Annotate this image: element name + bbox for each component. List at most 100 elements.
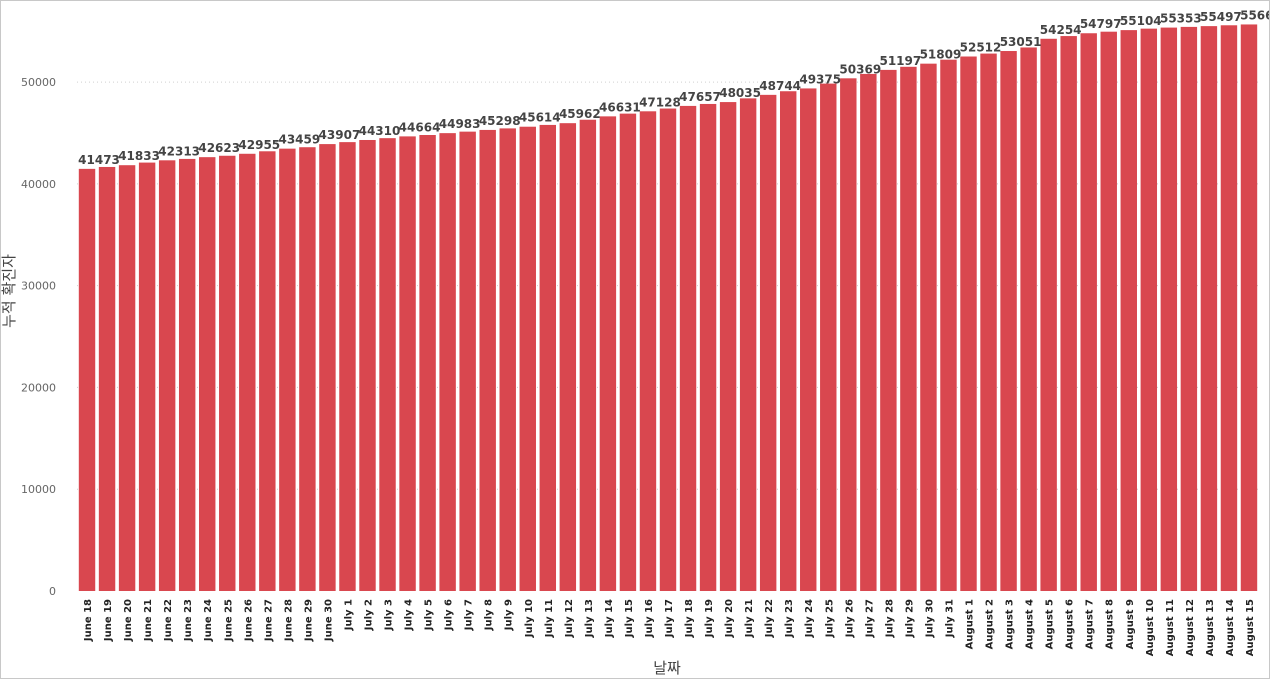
data-label: 44310 xyxy=(359,124,401,138)
bar xyxy=(239,153,256,591)
bar xyxy=(820,83,837,592)
y-tick-label: 40000 xyxy=(21,178,56,191)
x-tick-label: July 30 xyxy=(924,599,935,638)
bar xyxy=(579,119,597,591)
x-tick-label: August 9 xyxy=(1125,599,1136,649)
x-tick-label: June 19 xyxy=(103,599,114,642)
bar xyxy=(679,105,697,591)
x-tick-label: June 23 xyxy=(183,599,194,642)
x-tick-label: June 28 xyxy=(283,599,294,642)
data-label: 51197 xyxy=(879,54,921,68)
y-axis-ticks: 0 10000 20000 30000 40000 50000 xyxy=(21,76,56,598)
data-label: 55104 xyxy=(1120,14,1162,28)
x-tick-label: June 21 xyxy=(143,599,154,642)
data-label: 49375 xyxy=(799,72,841,86)
bar xyxy=(359,139,376,592)
x-tick-label: July 20 xyxy=(724,599,735,638)
x-tick-label: June 18 xyxy=(83,599,94,642)
bar xyxy=(1200,26,1218,592)
bar xyxy=(599,116,617,591)
x-tick-label: July 23 xyxy=(784,599,795,638)
x-tick-label: August 12 xyxy=(1185,599,1196,656)
bar xyxy=(1120,30,1137,592)
x-tick-label: August 7 xyxy=(1085,599,1096,649)
x-tick-label: July 7 xyxy=(464,599,475,631)
x-tick-label: August 13 xyxy=(1205,599,1216,656)
y-tick-label: 0 xyxy=(49,585,56,598)
bar xyxy=(1180,26,1198,592)
x-tick-label: August 14 xyxy=(1225,599,1236,656)
data-label: 55497 xyxy=(1200,10,1242,24)
x-tick-label: July 19 xyxy=(704,599,715,638)
x-tick-label: July 18 xyxy=(684,599,695,638)
x-tick-label: July 21 xyxy=(744,599,755,638)
data-label: 48744 xyxy=(759,79,801,93)
bar xyxy=(1100,31,1117,591)
bar xyxy=(279,148,296,591)
bar xyxy=(1020,47,1037,591)
data-label: 45614 xyxy=(519,111,561,125)
bar xyxy=(940,59,957,591)
bar xyxy=(840,78,857,591)
bar xyxy=(739,98,757,591)
x-tick-label: July 14 xyxy=(604,599,615,638)
x-tick-label: August 2 xyxy=(985,599,996,649)
y-tick-label: 30000 xyxy=(21,280,56,293)
x-tick-label: August 10 xyxy=(1145,599,1156,656)
data-label: 54797 xyxy=(1080,17,1122,31)
bar xyxy=(980,53,997,592)
data-label: 53051 xyxy=(1000,35,1042,49)
bar xyxy=(699,103,717,592)
x-tick-label: July 9 xyxy=(504,599,515,631)
bar xyxy=(779,91,797,591)
x-tick-label: June 22 xyxy=(163,599,174,642)
bar xyxy=(1240,24,1258,591)
x-tick-label: August 6 xyxy=(1065,599,1076,649)
y-tick-label: 50000 xyxy=(21,76,56,89)
data-label: 45298 xyxy=(479,114,521,128)
x-tick-label: July 26 xyxy=(844,599,855,638)
bar xyxy=(138,162,156,591)
bar xyxy=(1160,27,1178,592)
x-tick-label: July 8 xyxy=(484,599,495,631)
bar xyxy=(1060,36,1077,592)
x-tick-label: June 20 xyxy=(123,599,134,642)
x-tick-label: June 25 xyxy=(223,599,234,642)
x-tick-label: July 22 xyxy=(764,599,775,638)
x-tick-label: August 15 xyxy=(1245,599,1256,656)
y-tick-label: 20000 xyxy=(21,381,56,394)
x-axis-title: 날짜 xyxy=(653,659,681,677)
bar xyxy=(1220,25,1238,591)
bar xyxy=(639,111,657,591)
x-tick-label: July 1 xyxy=(343,599,354,631)
x-tick-label: June 24 xyxy=(203,599,214,642)
x-tick-label: July 6 xyxy=(444,599,455,631)
bar xyxy=(1000,51,1017,592)
x-tick-label: July 15 xyxy=(624,599,635,638)
x-tick-label: June 27 xyxy=(263,599,274,642)
bar xyxy=(339,142,356,591)
bar xyxy=(880,69,897,591)
bar xyxy=(178,158,196,591)
bar xyxy=(519,126,536,591)
x-tick-label: August 11 xyxy=(1165,599,1176,656)
x-tick-label: July 24 xyxy=(804,599,815,638)
data-label: 55353 xyxy=(1160,12,1202,26)
data-label: 46631 xyxy=(599,100,641,114)
data-label: 52512 xyxy=(960,41,1002,55)
data-label: 44664 xyxy=(399,120,441,134)
bar xyxy=(1140,28,1158,592)
x-tick-label: July 17 xyxy=(664,599,675,638)
data-label: 45962 xyxy=(559,107,601,121)
x-tick-label: July 12 xyxy=(564,599,575,638)
x-tick-label: August 1 xyxy=(965,599,976,649)
x-tick-label: July 10 xyxy=(524,599,535,638)
data-label: 42623 xyxy=(198,141,240,155)
bar xyxy=(719,102,737,591)
x-tick-label: July 13 xyxy=(584,599,595,638)
data-label: 41473 xyxy=(78,153,120,167)
y-tick-label: 10000 xyxy=(21,483,56,496)
x-tick-label: August 8 xyxy=(1105,599,1116,649)
